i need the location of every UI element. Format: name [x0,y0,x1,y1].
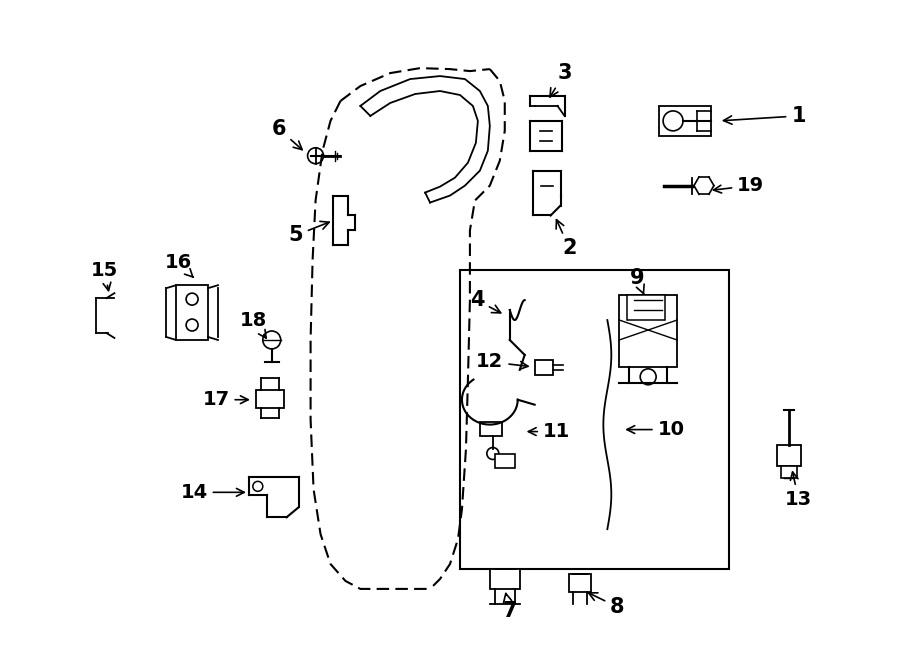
Bar [535,360,553,375]
Circle shape [308,148,323,164]
Text: 15: 15 [91,260,118,291]
Text: 10: 10 [627,420,685,439]
Bar [659,106,711,136]
Bar [780,467,796,479]
Bar [176,285,208,340]
Text: 8: 8 [589,593,625,617]
Text: 3: 3 [550,63,572,97]
Circle shape [186,293,198,305]
Bar [460,270,729,569]
Text: 19: 19 [714,176,764,195]
Circle shape [640,369,656,385]
Text: 17: 17 [202,390,248,409]
Bar [777,444,800,467]
Text: 12: 12 [476,352,528,371]
Text: 4: 4 [470,290,500,313]
Text: 7: 7 [502,594,517,621]
Bar [490,569,519,589]
Text: 11: 11 [528,422,571,441]
Text: 13: 13 [785,472,812,509]
Circle shape [663,111,683,131]
Bar [627,295,665,320]
Bar [619,295,677,367]
Bar [570,574,591,592]
Text: 14: 14 [181,483,244,502]
Text: 16: 16 [165,253,193,277]
Text: 1: 1 [724,106,806,126]
Bar [480,422,502,436]
Circle shape [263,331,281,349]
Circle shape [186,319,198,331]
Bar [256,390,284,408]
Text: 6: 6 [272,119,302,149]
Circle shape [487,447,499,459]
Text: 9: 9 [630,268,644,294]
Bar [495,455,515,469]
Circle shape [253,481,263,491]
Text: 5: 5 [288,221,329,245]
Text: 2: 2 [556,219,577,258]
Text: 18: 18 [240,311,267,338]
